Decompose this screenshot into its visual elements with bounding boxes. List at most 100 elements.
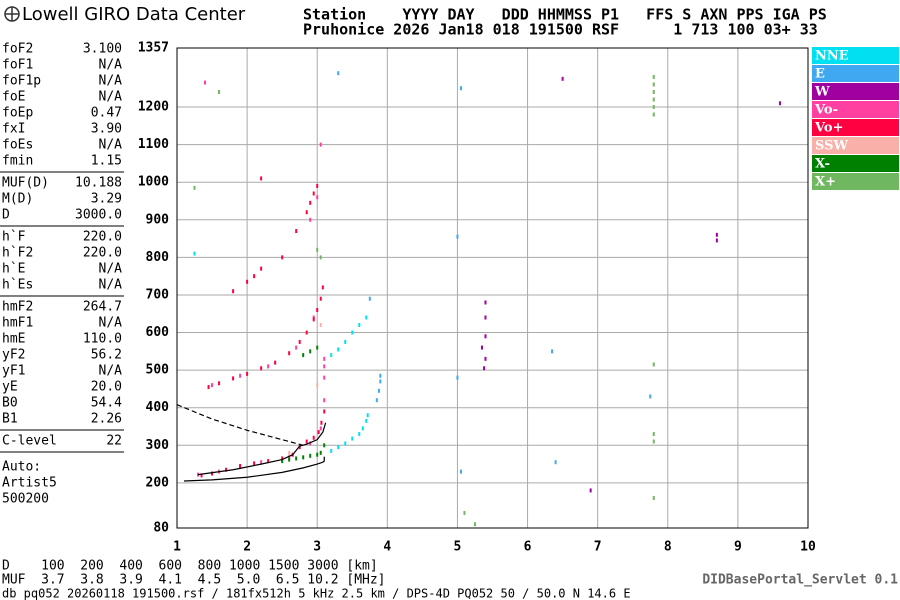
echo-point bbox=[319, 450, 322, 455]
param-value: 3000.0 bbox=[75, 208, 122, 223]
echo-point bbox=[232, 289, 235, 294]
param-name: foEp bbox=[2, 106, 33, 121]
echo-point bbox=[778, 101, 781, 106]
echo-point bbox=[551, 349, 554, 354]
legend-label: Vo+ bbox=[814, 121, 843, 136]
echo-point bbox=[317, 430, 320, 435]
echo-point bbox=[320, 420, 323, 425]
param-value: 264.7 bbox=[83, 300, 122, 315]
echo-point bbox=[337, 71, 340, 76]
echo-point bbox=[211, 471, 214, 476]
legend-swatch bbox=[812, 83, 899, 100]
y-tick-label: 500 bbox=[146, 363, 170, 378]
legend-swatch bbox=[812, 155, 899, 172]
echo-point bbox=[295, 345, 298, 350]
echo-point bbox=[351, 330, 354, 335]
echo-point bbox=[316, 345, 319, 350]
echo-point bbox=[218, 89, 221, 94]
echo-point bbox=[358, 432, 361, 437]
echo-point bbox=[484, 334, 487, 339]
echo-point bbox=[484, 300, 487, 305]
echo-point bbox=[260, 176, 263, 181]
echo-point bbox=[319, 296, 322, 301]
legend-label: SSW bbox=[815, 139, 848, 154]
echo-point bbox=[330, 353, 333, 358]
param-value: N/A bbox=[99, 364, 123, 379]
param-name: h`F2 bbox=[2, 246, 33, 261]
echo-point bbox=[309, 441, 312, 446]
echo-point bbox=[246, 371, 249, 376]
param-value: 220.0 bbox=[83, 246, 122, 261]
echo-point bbox=[302, 353, 305, 358]
param-name: hmF1 bbox=[2, 316, 33, 331]
echo-point bbox=[323, 409, 326, 414]
source-line: db pq052 20260118 191500.rsf / 181fx512h… bbox=[2, 587, 631, 600]
echo-point bbox=[652, 82, 655, 87]
echo-point bbox=[253, 274, 256, 279]
echo-point bbox=[305, 439, 308, 444]
y-tick-label: 1200 bbox=[138, 100, 169, 115]
echo-point bbox=[309, 453, 312, 458]
echo-point bbox=[281, 255, 284, 260]
echo-point bbox=[375, 398, 378, 403]
echo-point bbox=[589, 488, 592, 493]
y-tick-label: 700 bbox=[146, 287, 170, 302]
param-value: N/A bbox=[99, 278, 123, 293]
echo-point bbox=[200, 473, 203, 478]
echo-point bbox=[652, 495, 655, 500]
param-value: 10.188 bbox=[75, 176, 122, 191]
echo-point bbox=[312, 191, 315, 196]
echo-point bbox=[246, 279, 249, 284]
echo-point bbox=[298, 445, 301, 450]
param-name: foF2 bbox=[2, 42, 33, 57]
echo-point bbox=[323, 443, 326, 448]
echo-point bbox=[312, 435, 315, 440]
y-tick-label: 1357 bbox=[138, 41, 169, 56]
logo-icon bbox=[4, 6, 20, 22]
param-value: 110.0 bbox=[83, 332, 122, 347]
param-name: foEs bbox=[2, 138, 33, 153]
y-tick-label: 80 bbox=[153, 521, 169, 536]
echo-point bbox=[305, 210, 308, 215]
echo-point bbox=[351, 436, 354, 441]
echo-point bbox=[652, 432, 655, 437]
echo-point bbox=[316, 383, 319, 388]
legend-label: NNE bbox=[815, 49, 849, 64]
legend-label: X- bbox=[815, 157, 830, 172]
param-value: 3.90 bbox=[91, 122, 122, 137]
y-tick-label: 900 bbox=[146, 212, 170, 227]
echo-point bbox=[652, 97, 655, 102]
param-value: 1.15 bbox=[91, 154, 122, 169]
logo-text: Lowell GIRO Data Center bbox=[22, 4, 246, 25]
note: Artist5 bbox=[2, 476, 57, 491]
param-name: yF2 bbox=[2, 348, 25, 363]
y-tick-label: 1100 bbox=[138, 137, 169, 152]
echo-point bbox=[365, 315, 368, 320]
y-tick-label: 300 bbox=[146, 438, 170, 453]
echo-point bbox=[316, 247, 319, 252]
y-tick-label: 200 bbox=[146, 475, 170, 490]
legend-label: W bbox=[814, 85, 830, 100]
echo-point bbox=[319, 323, 322, 328]
echo-point bbox=[267, 459, 270, 464]
echo-point bbox=[361, 426, 364, 431]
echo-point bbox=[267, 364, 270, 369]
echo-point bbox=[459, 86, 462, 91]
x-tick-label: 3 bbox=[313, 540, 321, 555]
param-name: fmin bbox=[2, 154, 33, 169]
param-name: foF1p bbox=[2, 74, 41, 89]
param-name: h`Es bbox=[2, 278, 33, 293]
echo-point bbox=[344, 339, 347, 344]
legend-swatch bbox=[812, 47, 899, 64]
legend-label: Vo- bbox=[814, 103, 838, 118]
echo-point bbox=[652, 362, 655, 367]
echo-point bbox=[295, 456, 298, 461]
echo-point bbox=[337, 445, 340, 450]
note: 500200 bbox=[2, 492, 49, 507]
echo-point bbox=[366, 413, 369, 418]
echo-point bbox=[652, 105, 655, 110]
servlet-label: DIDBasePortal_Servlet 0.1 bbox=[702, 573, 898, 588]
echo-point bbox=[715, 238, 718, 243]
param-value: 20.0 bbox=[91, 380, 122, 395]
echo-point bbox=[456, 375, 459, 380]
